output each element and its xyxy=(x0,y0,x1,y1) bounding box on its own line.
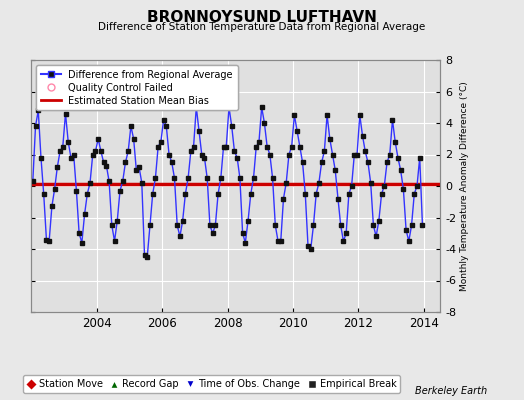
Y-axis label: Monthly Temperature Anomaly Difference (°C): Monthly Temperature Anomaly Difference (… xyxy=(460,81,470,291)
Text: Berkeley Earth: Berkeley Earth xyxy=(415,386,487,396)
Legend: Difference from Regional Average, Quality Control Failed, Estimated Station Mean: Difference from Regional Average, Qualit… xyxy=(36,65,238,110)
Text: BRONNOYSUND LUFTHAVN: BRONNOYSUND LUFTHAVN xyxy=(147,10,377,25)
Text: Difference of Station Temperature Data from Regional Average: Difference of Station Temperature Data f… xyxy=(99,22,425,32)
Legend: Station Move, Record Gap, Time of Obs. Change, Empirical Break: Station Move, Record Gap, Time of Obs. C… xyxy=(23,375,400,393)
